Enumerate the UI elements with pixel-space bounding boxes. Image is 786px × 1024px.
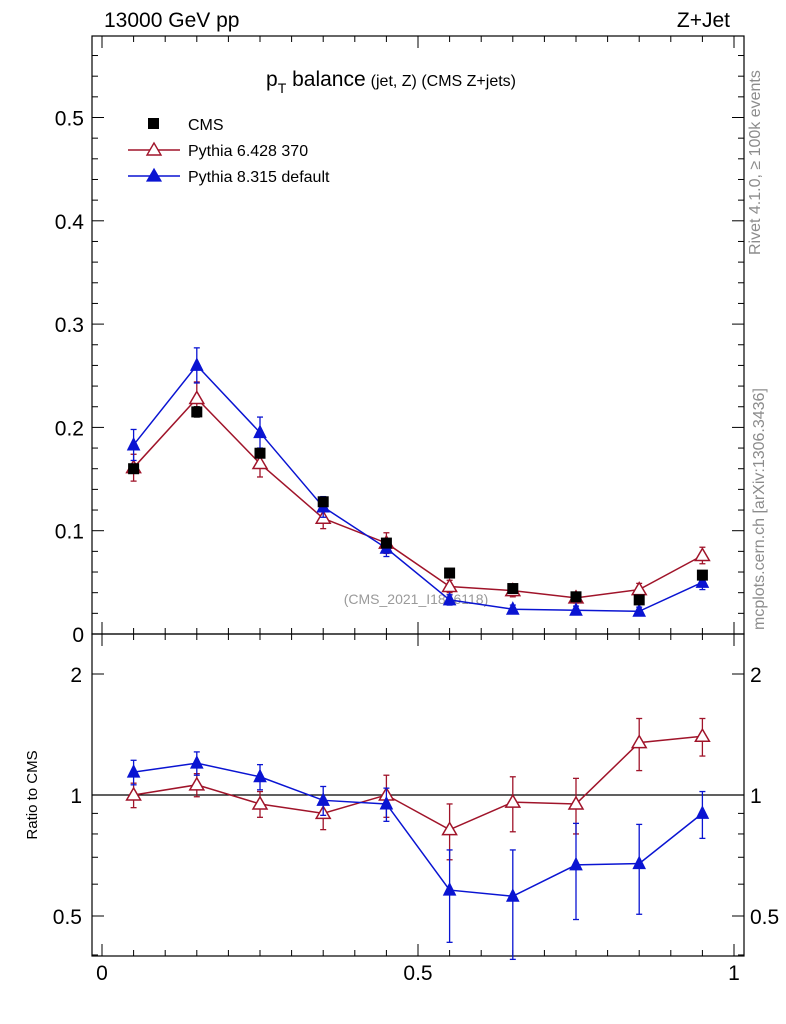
title-rest: balance xyxy=(286,68,365,91)
main-axes: 0 0.1 0.2 0.3 0.4 0.5 xyxy=(55,36,744,956)
legend-marker-py8 xyxy=(145,167,163,182)
pythia6-point xyxy=(188,389,206,405)
y-tick-label: 0 xyxy=(72,624,84,647)
plot-title: pT balance (jet, Z) (CMS Z+jets) xyxy=(266,68,516,96)
pythia8-point xyxy=(505,601,520,615)
ratio-tick-label-right: 2 xyxy=(750,664,762,687)
ratio-pythia8-point xyxy=(632,855,647,870)
y-tick-label: 0.4 xyxy=(55,211,85,234)
ratio-pythia6-point xyxy=(251,795,269,810)
header-right: Z+Jet xyxy=(677,9,730,32)
cms-point xyxy=(570,591,582,603)
x-tick-label: 0 xyxy=(96,962,108,985)
cms-point xyxy=(254,447,266,459)
legend-label-cms: CMS xyxy=(188,117,224,134)
ratio-pythia8-point xyxy=(442,881,457,896)
legend-marker-cms xyxy=(148,118,159,129)
rivet-label: Rivet 4.1.0, ≥ 100k events xyxy=(747,70,764,255)
ratio-pythia6-point xyxy=(567,795,585,810)
ratio-pythia8-line xyxy=(133,762,703,897)
ratio-pythia6-point xyxy=(694,727,711,743)
ratio-pythia6-point xyxy=(630,734,648,749)
ratio-pythia8-point xyxy=(316,792,331,806)
y-tick-label: 0.2 xyxy=(55,417,84,440)
ratio-tick-label: 1 xyxy=(70,785,82,808)
ratio-axes: 0 0.5 1 0.5 0.5 1 1 2 2 xyxy=(53,664,779,985)
cms-point xyxy=(507,583,519,595)
cms-point xyxy=(128,463,140,475)
cms-point xyxy=(191,406,203,418)
pythia6-point xyxy=(630,581,648,596)
pythia8-point xyxy=(632,603,647,617)
y-tick-label: 0.3 xyxy=(55,314,84,337)
cms-point xyxy=(380,537,392,549)
y-tick-label: 0.5 xyxy=(55,108,84,131)
ratio-series xyxy=(125,717,711,961)
ratio-tick-label: 0.5 xyxy=(53,906,82,929)
pythia8-point xyxy=(253,424,267,439)
title-small: (jet, Z) (CMS Z+jets) xyxy=(371,73,516,90)
pythia8-point xyxy=(695,574,710,588)
cms-point xyxy=(444,567,456,579)
pythia6-point xyxy=(694,547,711,562)
ratio-pythia8-point xyxy=(569,856,583,871)
ratio-pythia8-point xyxy=(505,888,520,902)
legend: CMS Pythia 6.428 370 Pythia 8.315 defaul… xyxy=(128,117,330,186)
ratio-ylabel: Ratio to CMS xyxy=(24,750,41,839)
pythia6-point xyxy=(441,577,458,593)
ratio-pythia8-point xyxy=(695,805,710,819)
legend-label-py6: Pythia 6.428 370 xyxy=(188,143,308,160)
ratio-pythia6-point xyxy=(441,821,458,836)
ratio-pythia6-point xyxy=(504,793,522,808)
mcplots-label: mcplots.cern.ch [arXiv:1306.3436] xyxy=(751,388,768,630)
ratio-pythia8-point xyxy=(126,764,141,778)
pythia8-point xyxy=(126,436,141,451)
legend-marker-py6 xyxy=(145,141,163,156)
ratio-tick-label-right: 0.5 xyxy=(750,906,779,929)
pythia8-line xyxy=(133,364,703,613)
title-sub: T xyxy=(278,80,287,96)
ratio-pythia6-point xyxy=(188,776,206,791)
legend-label-py8: Pythia 8.315 default xyxy=(188,169,330,186)
x-tick-label: 1 xyxy=(728,962,740,985)
ratio-pythia8-point xyxy=(379,795,394,810)
analysis-label: (CMS_2021_I1866118) xyxy=(344,591,489,607)
pythia8-point xyxy=(189,357,204,371)
header-left: 13000 GeV pp xyxy=(104,9,239,32)
ratio-pythia6-point xyxy=(125,786,142,801)
y-tick-label: 0.1 xyxy=(55,521,84,544)
main-series xyxy=(125,347,711,617)
cms-point xyxy=(633,594,645,606)
ratio-pythia8-point xyxy=(189,755,204,769)
cms-point xyxy=(696,569,708,581)
ratio-pythia8-point xyxy=(253,768,267,783)
title-main: p xyxy=(266,68,278,91)
x-tick-label: 0.5 xyxy=(403,962,432,985)
ratio-pythia6-line xyxy=(133,735,703,831)
pythia6-line xyxy=(133,397,703,599)
ratio-tick-label-right: 1 xyxy=(750,785,762,808)
pythia8-point xyxy=(442,591,457,606)
pythia6-point xyxy=(251,455,269,470)
cms-point xyxy=(317,496,329,508)
pythia8-point xyxy=(569,602,583,616)
ratio-tick-label: 2 xyxy=(70,664,82,687)
